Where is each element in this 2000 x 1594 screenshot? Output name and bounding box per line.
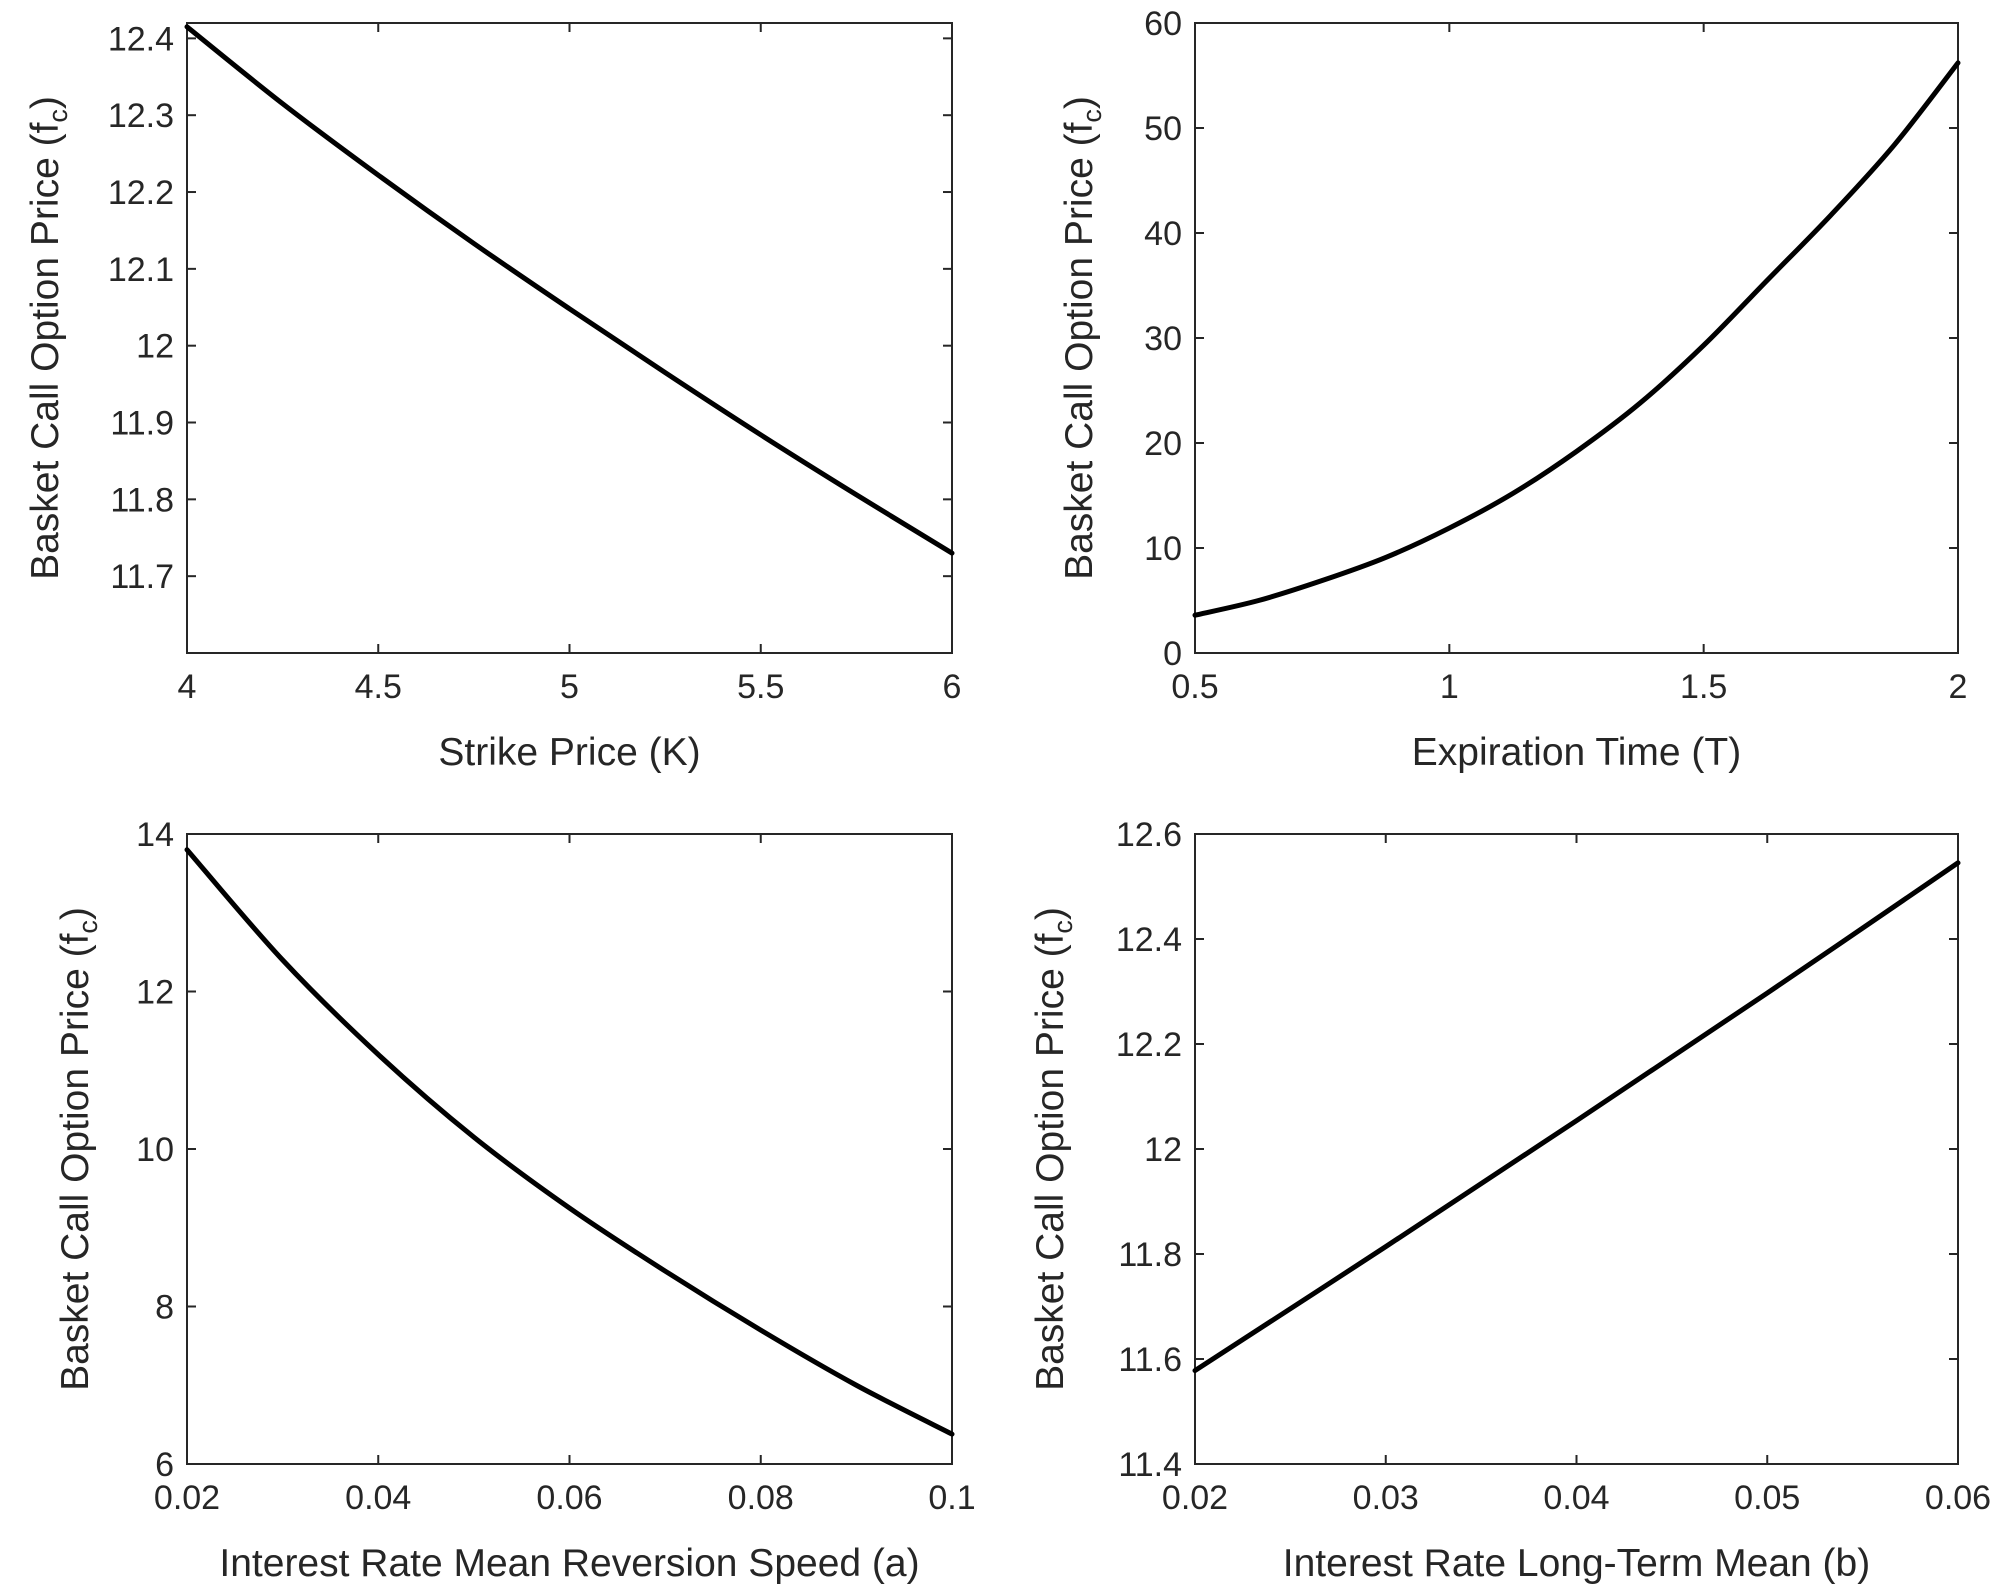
y-tick-label: 10	[1144, 530, 1182, 568]
x-tick-label: 0.5	[1171, 668, 1218, 706]
x-tick-label: 1.5	[1680, 668, 1727, 706]
y-tick-label: 11.9	[110, 405, 174, 443]
y-axis-label: Basket Call Option Price (fc)	[1058, 96, 1107, 580]
x-axis-label: Interest Rate Mean Reversion Speed (a)	[219, 1542, 919, 1585]
y-tick-label: 50	[1144, 110, 1182, 148]
y-tick-label: 12.4	[1116, 921, 1182, 959]
x-tick-label: 0.1	[928, 1479, 975, 1517]
ticks: 0.02 0.04 0.06 0.08 0.1 6 8 10 12 14	[136, 816, 975, 1517]
x-axis-label: Expiration Time (T)	[1412, 731, 1741, 774]
y-tick-label: 11.4	[1118, 1446, 1182, 1484]
y-axis-label: Basket Call Option Price (fc)	[24, 96, 73, 580]
y-tick-label: 6	[155, 1446, 174, 1484]
x-tick-label: 5	[560, 668, 579, 706]
x-tick-label: 0.06	[1925, 1479, 1991, 1517]
panel-long-term-mean: 0.02 0.03 0.04 0.05 0.06 11.4 11.6 11.8 12 12.2 12…	[1029, 816, 1991, 1585]
y-tick-label: 11.8	[110, 481, 174, 519]
y-tick-label: 12.6	[1116, 816, 1182, 854]
y-tick-label: 12	[136, 974, 174, 1012]
x-tick-label: 0.04	[1543, 1479, 1609, 1517]
y-tick-label: 12.4	[108, 20, 174, 58]
y-tick-label: 11.8	[1118, 1236, 1182, 1274]
series-line	[184, 847, 955, 1437]
x-tick-label: 0.06	[536, 1479, 602, 1517]
y-tick-label: 11.7	[110, 558, 174, 596]
x-tick-label: 0.03	[1353, 1479, 1419, 1517]
x-tick-label: 5.5	[737, 668, 784, 706]
y-tick-label: 40	[1144, 215, 1182, 253]
y-tick-label: 12.2	[1116, 1026, 1182, 1064]
x-tick-label: 0.05	[1734, 1479, 1800, 1517]
panel-strike-price: 4 4.5 5 5.5 611.711.811.91212.112.212.312.4 …	[24, 20, 961, 774]
y-tick-label: 0	[1163, 635, 1182, 673]
y-tick-label: 12	[1144, 1131, 1182, 1169]
y-tick-label: 12.1	[108, 251, 174, 289]
y-tick-label: 30	[1144, 320, 1182, 358]
x-tick-label: 2	[1949, 668, 1968, 706]
x-tick-label: 0.02	[154, 1479, 220, 1517]
x-tick-label: 0.04	[345, 1479, 411, 1517]
ticks: 0.02 0.03 0.04 0.05 0.06 11.4 11.6 11.8 12 12.2 12…	[1116, 816, 1991, 1517]
y-tick-label: 12.2	[108, 174, 174, 212]
x-axis-label: Strike Price (K)	[438, 731, 700, 774]
ticks: 4 4.5 5 5.5 6 11.7 11.8 11.9 12 12.1 12.2 12.3 12.4	[108, 20, 962, 706]
y-axis-label: Basket Call Option Price (fc)	[1029, 907, 1078, 1391]
y-tick-label: 14	[136, 816, 174, 854]
x-tick-label: 4.5	[355, 668, 402, 706]
series-line	[184, 24, 955, 556]
x-tick-label: 0.02	[1162, 1479, 1228, 1517]
y-tick-label: 60	[1144, 5, 1182, 43]
x-tick-label: 4	[178, 668, 197, 706]
x-tick-label: 0.08	[728, 1479, 794, 1517]
y-tick-label: 20	[1144, 425, 1182, 463]
y-tick-label: 12.3	[108, 97, 174, 135]
y-tick-label: 8	[155, 1289, 174, 1327]
x-tick-label: 6	[943, 668, 962, 706]
y-axis-label: Basket Call Option Price (fc)	[54, 907, 103, 1391]
series-line	[1192, 860, 1961, 1374]
y-tick-label: 12	[136, 328, 174, 366]
panel-mean-reversion-speed: 0.02 0.04 0.06 0.08 0.1 6 8 10 12 14 Interest Rat…	[54, 816, 976, 1585]
series-line	[1192, 60, 1961, 618]
x-tick-label: 1	[1440, 668, 1459, 706]
y-tick-label: 10	[136, 1131, 174, 1169]
y-tick-label: 11.6	[1118, 1341, 1182, 1379]
x-axis-label: Interest Rate Long-Term Mean (b)	[1283, 1542, 1870, 1585]
